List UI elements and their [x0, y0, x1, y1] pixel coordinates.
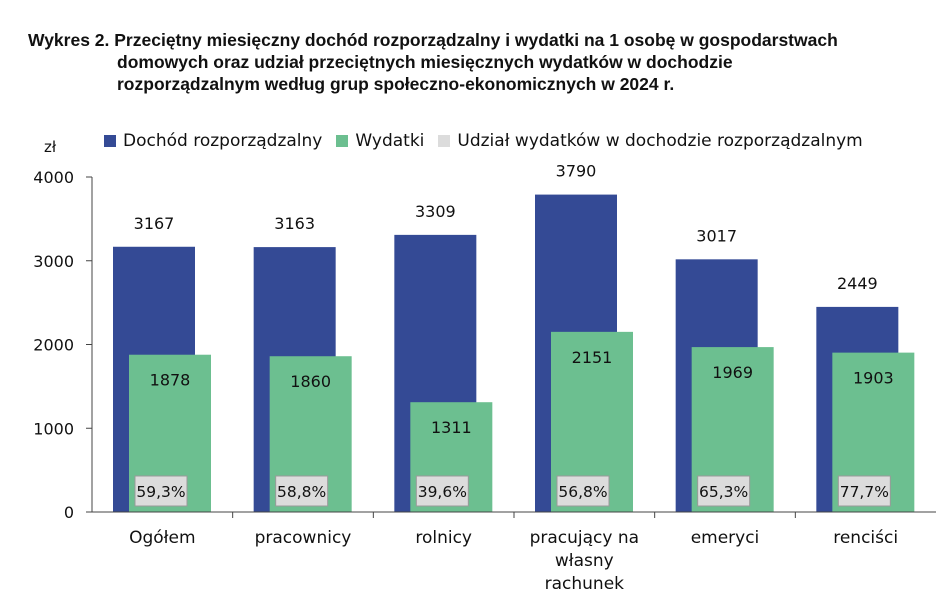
x-tick-label: Ogółem	[129, 528, 195, 548]
legend-item-income: Dochód rozporządzalny	[104, 131, 322, 151]
y-tick-label: 4000	[33, 168, 74, 187]
legend-swatch-expenses	[336, 135, 349, 147]
chart-title-line-2: domowych oraz udział przeciętnych miesię…	[117, 52, 733, 72]
share-label-box	[134, 475, 188, 507]
legend-label-income: Dochód rozporządzalny	[123, 131, 323, 151]
y-tick-label: 0	[64, 503, 74, 522]
data-label-expenses: 1311	[431, 418, 472, 437]
chart-title-line-3: rozporządzalnym według grup społeczno-ek…	[117, 74, 675, 94]
share-label-box	[697, 475, 751, 507]
legend-swatch-share	[438, 135, 451, 147]
data-label-expenses: 2151	[572, 348, 613, 367]
data-label-share: 56,8%	[558, 483, 607, 501]
data-label-income: 3163	[274, 214, 315, 233]
chart-title-line-1: Wykres 2. Przeciętny miesięczny dochód r…	[28, 30, 838, 50]
y-tick-label: 2000	[33, 336, 74, 355]
legend-label-expenses: Wydatki	[355, 131, 425, 151]
data-label-share: 77,7%	[840, 483, 889, 501]
data-label-income: 2449	[837, 274, 878, 293]
legend: Dochód rozporządzalny Wydatki Udział wyd…	[104, 131, 877, 151]
data-label-expenses: 1969	[712, 363, 753, 382]
x-tick-label: rolnicy	[415, 528, 472, 548]
data-label-share: 65,3%	[699, 483, 748, 501]
legend-swatch-income	[104, 135, 116, 147]
x-tick-label: pracujący na	[530, 528, 639, 548]
share-label-box	[837, 475, 891, 507]
chart-title: Wykres 2. Przeciętny miesięczny dochód r…	[28, 29, 838, 95]
y-tick-label: 1000	[33, 419, 74, 438]
share-label-box	[556, 475, 610, 507]
share-label-box	[415, 475, 469, 507]
legend-item-expenses: Wydatki	[336, 131, 424, 151]
data-label-share: 58,8%	[277, 483, 326, 501]
legend-label-share: Udział wydatków w dochodzie rozporządzal…	[457, 131, 863, 151]
data-label-income: 3309	[415, 202, 456, 221]
x-tick-label: rachunek	[545, 574, 625, 594]
x-tick-label: własny	[555, 551, 614, 571]
x-tick-label: renciści	[833, 528, 898, 548]
y-axis-unit-label: zł	[44, 138, 57, 156]
share-label-box	[275, 475, 329, 507]
data-label-income: 3790	[556, 162, 597, 181]
x-tick-label: pracownicy	[255, 528, 352, 548]
data-label-share: 59,3%	[136, 483, 185, 501]
data-label-share: 39,6%	[418, 483, 467, 501]
data-label-expenses: 1860	[290, 372, 331, 391]
data-label-income: 3167	[134, 214, 175, 233]
x-tick-label: emeryci	[691, 528, 760, 548]
legend-item-share: Udział wydatków w dochodzie rozporządzal…	[438, 131, 863, 151]
data-label-income: 3017	[696, 226, 737, 245]
data-label-expenses: 1903	[853, 369, 894, 388]
data-label-expenses: 1878	[150, 371, 191, 390]
y-tick-label: 3000	[33, 252, 74, 271]
